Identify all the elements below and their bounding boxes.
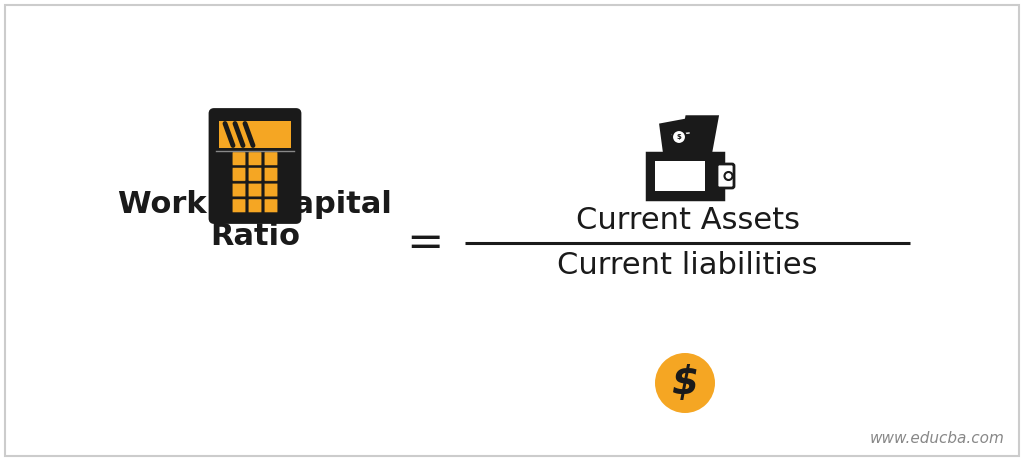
FancyBboxPatch shape (232, 168, 246, 181)
Circle shape (672, 130, 686, 144)
FancyBboxPatch shape (655, 161, 705, 191)
FancyBboxPatch shape (248, 199, 262, 213)
FancyBboxPatch shape (717, 164, 734, 188)
Text: Working Capital: Working Capital (118, 190, 392, 219)
FancyBboxPatch shape (264, 168, 278, 181)
FancyBboxPatch shape (232, 183, 246, 197)
FancyBboxPatch shape (232, 152, 246, 165)
FancyBboxPatch shape (647, 153, 723, 199)
Text: Ratio: Ratio (210, 222, 300, 251)
FancyBboxPatch shape (248, 152, 262, 165)
FancyBboxPatch shape (248, 168, 262, 181)
Text: Current liabilities: Current liabilities (557, 251, 818, 280)
Text: $: $ (677, 134, 681, 140)
FancyBboxPatch shape (264, 183, 278, 197)
FancyBboxPatch shape (264, 152, 278, 165)
Text: $: $ (672, 364, 698, 402)
FancyBboxPatch shape (210, 110, 300, 223)
Polygon shape (680, 117, 717, 155)
Circle shape (655, 353, 715, 413)
Circle shape (725, 172, 732, 180)
Polygon shape (662, 119, 697, 155)
Text: www.educba.com: www.educba.com (870, 431, 1005, 446)
Text: Current Assets: Current Assets (575, 206, 800, 235)
FancyBboxPatch shape (219, 120, 291, 148)
FancyBboxPatch shape (264, 199, 278, 213)
FancyBboxPatch shape (248, 183, 262, 197)
Text: =: = (407, 221, 443, 265)
FancyBboxPatch shape (232, 199, 246, 213)
